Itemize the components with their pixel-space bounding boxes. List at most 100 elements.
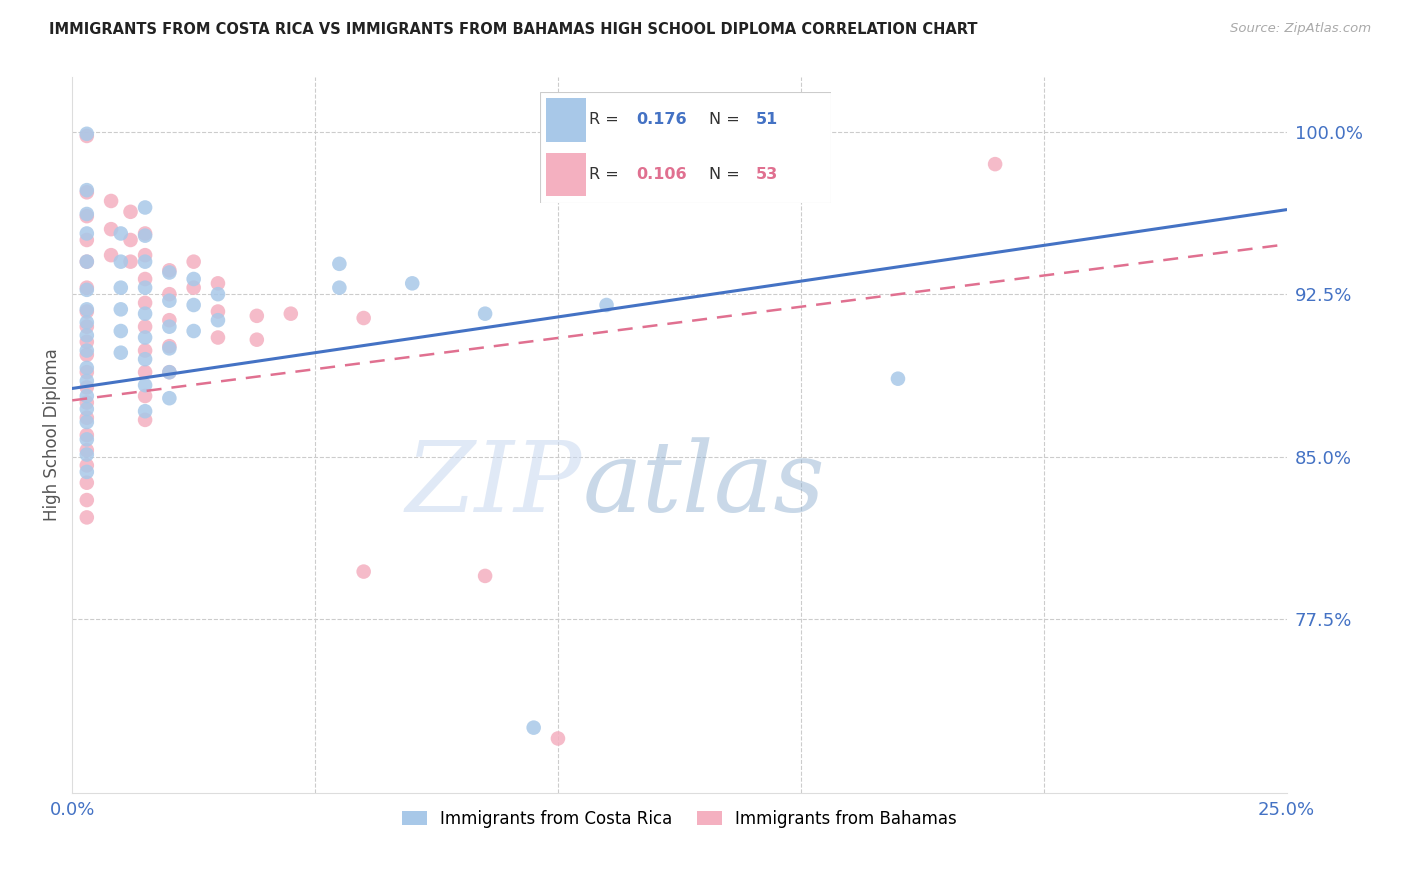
- Point: [134, 201, 156, 215]
- Point: [100, 194, 122, 208]
- Point: [120, 254, 142, 268]
- Point: [76, 227, 98, 241]
- Point: [110, 280, 132, 294]
- Point: [328, 280, 350, 294]
- Point: [157, 293, 180, 308]
- Text: atlas: atlas: [582, 437, 825, 533]
- Point: [157, 263, 180, 277]
- Point: [76, 458, 98, 473]
- Point: [76, 319, 98, 334]
- Text: Source: ZipAtlas.com: Source: ZipAtlas.com: [1230, 22, 1371, 36]
- Point: [134, 307, 156, 321]
- Text: IMMIGRANTS FROM COSTA RICA VS IMMIGRANTS FROM BAHAMAS HIGH SCHOOL DIPLOMA CORREL: IMMIGRANTS FROM COSTA RICA VS IMMIGRANTS…: [49, 22, 977, 37]
- Point: [207, 304, 229, 318]
- Point: [76, 493, 98, 508]
- Point: [134, 280, 156, 294]
- Point: [76, 315, 98, 329]
- Point: [76, 433, 98, 447]
- Point: [523, 721, 546, 735]
- Point: [76, 510, 98, 524]
- Point: [76, 365, 98, 379]
- Point: [280, 307, 302, 321]
- Point: [183, 254, 205, 268]
- Point: [110, 227, 132, 241]
- Point: [76, 304, 98, 318]
- Point: [134, 378, 156, 392]
- Point: [76, 465, 98, 479]
- Point: [157, 287, 180, 301]
- Point: [76, 186, 98, 200]
- Point: [207, 313, 229, 327]
- Point: [134, 413, 156, 427]
- Point: [207, 277, 229, 291]
- Point: [134, 248, 156, 262]
- Point: [110, 254, 132, 268]
- Point: [157, 265, 180, 279]
- Legend: Immigrants from Costa Rica, Immigrants from Bahamas: Immigrants from Costa Rica, Immigrants f…: [395, 803, 965, 834]
- Point: [76, 428, 98, 442]
- Point: [134, 296, 156, 310]
- Point: [207, 287, 229, 301]
- Point: [157, 339, 180, 353]
- Point: [76, 280, 98, 294]
- Point: [328, 257, 350, 271]
- Point: [134, 343, 156, 358]
- Point: [76, 207, 98, 221]
- Point: [134, 330, 156, 344]
- Point: [474, 569, 496, 583]
- Point: [207, 330, 229, 344]
- Point: [183, 324, 205, 338]
- Point: [110, 345, 132, 359]
- Point: [134, 254, 156, 268]
- Point: [76, 343, 98, 358]
- Point: [134, 404, 156, 418]
- Point: [110, 324, 132, 338]
- Point: [157, 313, 180, 327]
- Point: [401, 277, 423, 291]
- Point: [76, 302, 98, 317]
- Point: [183, 298, 205, 312]
- Point: [76, 448, 98, 462]
- Point: [76, 410, 98, 425]
- Point: [76, 415, 98, 429]
- Point: [134, 272, 156, 286]
- Point: [157, 342, 180, 356]
- Point: [984, 157, 1007, 171]
- Point: [76, 475, 98, 490]
- Point: [183, 272, 205, 286]
- Point: [183, 280, 205, 294]
- Point: [76, 254, 98, 268]
- Point: [887, 372, 910, 386]
- Point: [474, 307, 496, 321]
- Point: [353, 311, 375, 326]
- Point: [100, 222, 122, 236]
- Point: [110, 302, 132, 317]
- Point: [76, 334, 98, 349]
- Text: ZIP: ZIP: [406, 437, 582, 533]
- Point: [157, 319, 180, 334]
- Point: [595, 298, 617, 312]
- Point: [76, 209, 98, 223]
- Point: [120, 233, 142, 247]
- Point: [134, 389, 156, 403]
- Point: [76, 127, 98, 141]
- Point: [134, 319, 156, 334]
- Point: [353, 565, 375, 579]
- Point: [246, 333, 269, 347]
- Point: [76, 380, 98, 394]
- Point: [76, 233, 98, 247]
- Point: [76, 254, 98, 268]
- Point: [120, 204, 142, 219]
- Y-axis label: High School Diploma: High School Diploma: [44, 349, 60, 522]
- Point: [134, 228, 156, 243]
- Point: [76, 389, 98, 403]
- Point: [76, 328, 98, 343]
- Point: [76, 348, 98, 362]
- Point: [76, 374, 98, 388]
- Point: [76, 128, 98, 143]
- Point: [76, 360, 98, 375]
- Point: [134, 365, 156, 379]
- Point: [157, 365, 180, 379]
- Point: [547, 731, 569, 746]
- Point: [246, 309, 269, 323]
